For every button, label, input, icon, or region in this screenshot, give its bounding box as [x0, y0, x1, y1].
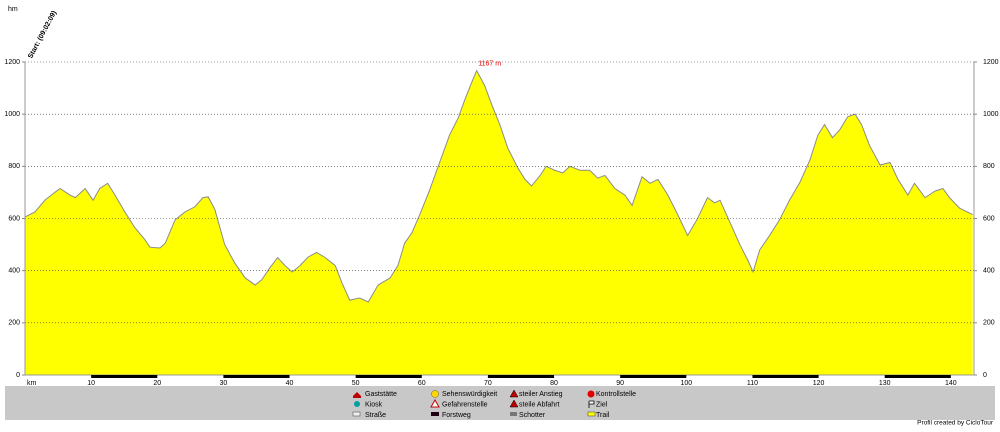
y2-tick-label: 1200: [983, 59, 999, 66]
legend-label: Ziel: [596, 401, 608, 408]
y2-tick-label: 400: [983, 268, 995, 275]
credit: Profil created by CicloTour: [917, 420, 994, 427]
x-tick-label: 70: [484, 380, 492, 387]
x-tick-label: km: [27, 380, 37, 387]
y-tick-label: 200: [8, 320, 20, 327]
legend-background: [5, 386, 995, 420]
legend-label: steile Abfahrt: [519, 401, 560, 408]
y-tick-label: 1000: [4, 111, 20, 118]
km-segment: [91, 375, 158, 378]
x-tick-label: 130: [879, 380, 891, 387]
legend-label: Kiosk: [365, 401, 383, 408]
x-tick-label: 90: [616, 380, 624, 387]
x-tick-label: 30: [219, 380, 227, 387]
km-segment: [620, 375, 687, 378]
legend-icons: [352, 389, 596, 417]
legend-label: steiler Anstieg: [519, 391, 563, 398]
km-segment: [884, 375, 951, 378]
y2-tick-label: 200: [983, 320, 995, 327]
legend-label: Straße: [365, 412, 386, 419]
x-tick-label: 100: [680, 380, 692, 387]
x-tick-label: 140: [945, 380, 957, 387]
x-tick-label: 40: [286, 380, 294, 387]
legend-label: Gefahrenstelle: [442, 401, 488, 408]
elevation-line: [24, 69, 973, 303]
x-tick-label: 50: [352, 380, 360, 387]
km-segment: [355, 375, 422, 378]
start-label: Start: (09:02:09): [27, 10, 58, 60]
x-tick-label: 120: [813, 380, 825, 387]
km-segment: [752, 375, 819, 378]
x-tick-label: 80: [550, 380, 558, 387]
legend-label: Forstweg: [442, 412, 471, 419]
y2-tick-label: 0: [983, 372, 987, 379]
legend-label: Schotter: [519, 412, 546, 419]
x-tick-label: 60: [418, 380, 426, 387]
peak-label: 1167 m: [478, 60, 501, 67]
y2-tick-label: 600: [983, 215, 995, 222]
y-axis-label: hm: [8, 6, 18, 13]
x-tick-label: 20: [153, 380, 161, 387]
elevation-fill: [25, 70, 973, 376]
km-segment: [487, 375, 555, 378]
legend-label: Sehenswürdigkeit: [442, 391, 497, 398]
y-tick-label: 800: [8, 163, 20, 170]
y2-tick-label: 800: [983, 163, 995, 170]
y-tick-label: 1200: [4, 59, 20, 66]
km-segment: [223, 375, 290, 378]
legend-label: Gaststätte: [365, 391, 397, 398]
y-tick-label: 0: [16, 372, 20, 379]
y-tick-label: 600: [8, 215, 20, 222]
x-tick-label: 10: [87, 380, 95, 387]
y2-tick-label: 1000: [983, 111, 999, 118]
x-tick-label: 110: [747, 380, 758, 387]
legend-label: Trail: [596, 412, 610, 419]
y-tick-label: 400: [8, 268, 20, 275]
legend-label: Kontrollstelle: [596, 391, 636, 398]
